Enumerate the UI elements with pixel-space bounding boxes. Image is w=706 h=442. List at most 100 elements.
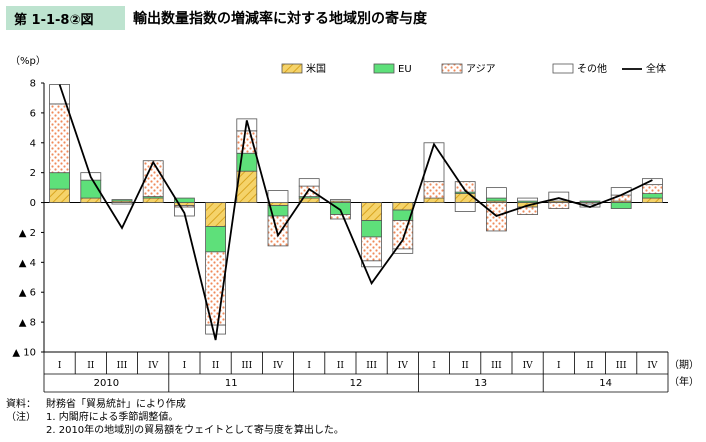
quarter-label: II bbox=[212, 361, 220, 371]
quarter-label: IV bbox=[647, 361, 658, 371]
quarter-label: III bbox=[616, 361, 627, 371]
bar-segment bbox=[361, 260, 383, 268]
quarter-label: III bbox=[241, 361, 252, 371]
note-row-2: 2. 2010年の地域別の貿易額をウェイトとして寄与度を算出した。 bbox=[6, 424, 344, 437]
notes: 資料： 財務省「貿易統計」により作成 （注） 1. 内閣府による季節調整値。 2… bbox=[6, 398, 344, 437]
x-year-unit: （年） bbox=[669, 375, 699, 388]
quarter-label: IV bbox=[523, 361, 534, 371]
note-1: 1. 内閣府による季節調整値。 bbox=[46, 412, 179, 423]
bar-segment bbox=[267, 190, 289, 203]
bar-segment bbox=[423, 197, 445, 203]
total-line bbox=[58, 84, 653, 341]
bar-segment bbox=[392, 202, 414, 211]
bars bbox=[49, 84, 663, 341]
y-tick-label: 2 bbox=[30, 168, 36, 179]
bar-segment bbox=[423, 142, 445, 183]
bar-segment bbox=[454, 202, 476, 212]
quarter-label: III bbox=[366, 361, 377, 371]
quarter-label: IV bbox=[148, 361, 159, 371]
bar-segment bbox=[517, 206, 538, 215]
y-tick-label: ▲ 10 bbox=[12, 348, 36, 359]
bar-segment bbox=[236, 130, 258, 154]
bar-segment bbox=[610, 202, 632, 209]
quarter-label: II bbox=[462, 361, 470, 371]
quarter-label: II bbox=[87, 361, 95, 371]
bar-segment bbox=[111, 199, 133, 202]
y-tick-label: ▲ 6 bbox=[19, 288, 36, 299]
quarter-label: III bbox=[117, 361, 128, 371]
bar-segment bbox=[548, 202, 570, 209]
bar-segment bbox=[454, 193, 476, 203]
quarter-label: II bbox=[337, 361, 345, 371]
bar-segment bbox=[423, 181, 445, 199]
quarter-label: I bbox=[183, 361, 187, 371]
legend-swatch bbox=[281, 63, 303, 74]
bar-segment bbox=[454, 181, 476, 193]
bar-segment bbox=[485, 197, 507, 202]
quarter-label: IV bbox=[398, 361, 409, 371]
legend: 米国 EU アジア その他 全体 bbox=[281, 62, 666, 75]
bar-segment bbox=[361, 202, 383, 221]
legend-label: EU bbox=[398, 64, 412, 75]
y-axis-label: （%p） bbox=[10, 55, 46, 67]
bar-segment bbox=[49, 84, 70, 105]
bar-segment bbox=[49, 103, 70, 174]
y-tick-label: 8 bbox=[30, 79, 36, 90]
chart-header: 第 1-1-8②図 輸出数量指数の増減率に対する地域別の寄与度 bbox=[6, 6, 427, 30]
bar-segment bbox=[642, 197, 663, 203]
quarter-label: I bbox=[432, 361, 436, 371]
quarter-label: I bbox=[58, 361, 62, 371]
note-2: 2. 2010年の地域別の貿易額をウェイトとして寄与度を算出した。 bbox=[46, 425, 344, 436]
bar-segment bbox=[642, 184, 663, 194]
bar-segment bbox=[111, 202, 133, 205]
legend-label: 全体 bbox=[646, 62, 666, 75]
bar-segment bbox=[392, 248, 414, 254]
bar-segment bbox=[642, 193, 663, 199]
bar-segment bbox=[205, 202, 227, 227]
source-text: 財務省「貿易統計」により作成 bbox=[46, 399, 186, 410]
y-tick-label: 4 bbox=[30, 138, 36, 149]
legend-label: 米国 bbox=[306, 62, 326, 75]
year-label: 12 bbox=[350, 378, 363, 389]
note-label: （注） bbox=[6, 412, 36, 423]
quarter-label: IV bbox=[273, 361, 284, 371]
bar-segment bbox=[298, 185, 320, 197]
bar-segment bbox=[205, 226, 227, 253]
year-label: 11 bbox=[225, 378, 238, 389]
quarter-label: I bbox=[307, 361, 311, 371]
bar-segment bbox=[329, 214, 351, 220]
bar-segment bbox=[298, 178, 320, 187]
y-tick-label: ▲ 4 bbox=[19, 258, 36, 269]
bar-segment bbox=[80, 197, 102, 203]
bar-segment bbox=[329, 199, 351, 202]
bar-segment bbox=[142, 197, 164, 203]
year-label: 14 bbox=[599, 378, 612, 389]
bar-segment bbox=[361, 220, 383, 238]
chart-title: 輸出数量指数の増減率に対する地域別の寄与度 bbox=[133, 11, 427, 27]
year-label: 2010 bbox=[94, 378, 119, 389]
figure-number-badge: 第 1-1-8②図 bbox=[6, 6, 125, 30]
bar-segment bbox=[485, 187, 507, 199]
bar-segment bbox=[548, 191, 570, 202]
source-row: 資料： 財務省「貿易統計」により作成 bbox=[6, 398, 344, 411]
bar-segment bbox=[49, 188, 70, 203]
y-tick-label: 0 bbox=[30, 198, 36, 209]
bar-segment bbox=[173, 197, 195, 203]
legend-swatch bbox=[441, 63, 463, 74]
bar-segment bbox=[392, 220, 414, 250]
source-label: 資料： bbox=[6, 399, 36, 410]
legend-label: その他 bbox=[577, 62, 607, 75]
quarter-label: III bbox=[491, 361, 502, 371]
quarter-label: I bbox=[557, 361, 561, 371]
bar-segment bbox=[267, 215, 289, 247]
year-label: 13 bbox=[474, 378, 487, 389]
bar-segment bbox=[361, 236, 383, 262]
legend-swatch bbox=[373, 63, 395, 74]
note-row-1: （注） 1. 内閣府による季節調整値。 bbox=[6, 411, 344, 424]
x-axis: I II III IV I II III IV I II III IV I II III IV I II III IV… bbox=[43, 352, 669, 393]
y-tick-label: ▲ 2 bbox=[19, 228, 36, 239]
legend-label: アジア bbox=[466, 64, 496, 75]
bar-segment bbox=[517, 197, 538, 202]
bar-segment bbox=[49, 172, 70, 190]
